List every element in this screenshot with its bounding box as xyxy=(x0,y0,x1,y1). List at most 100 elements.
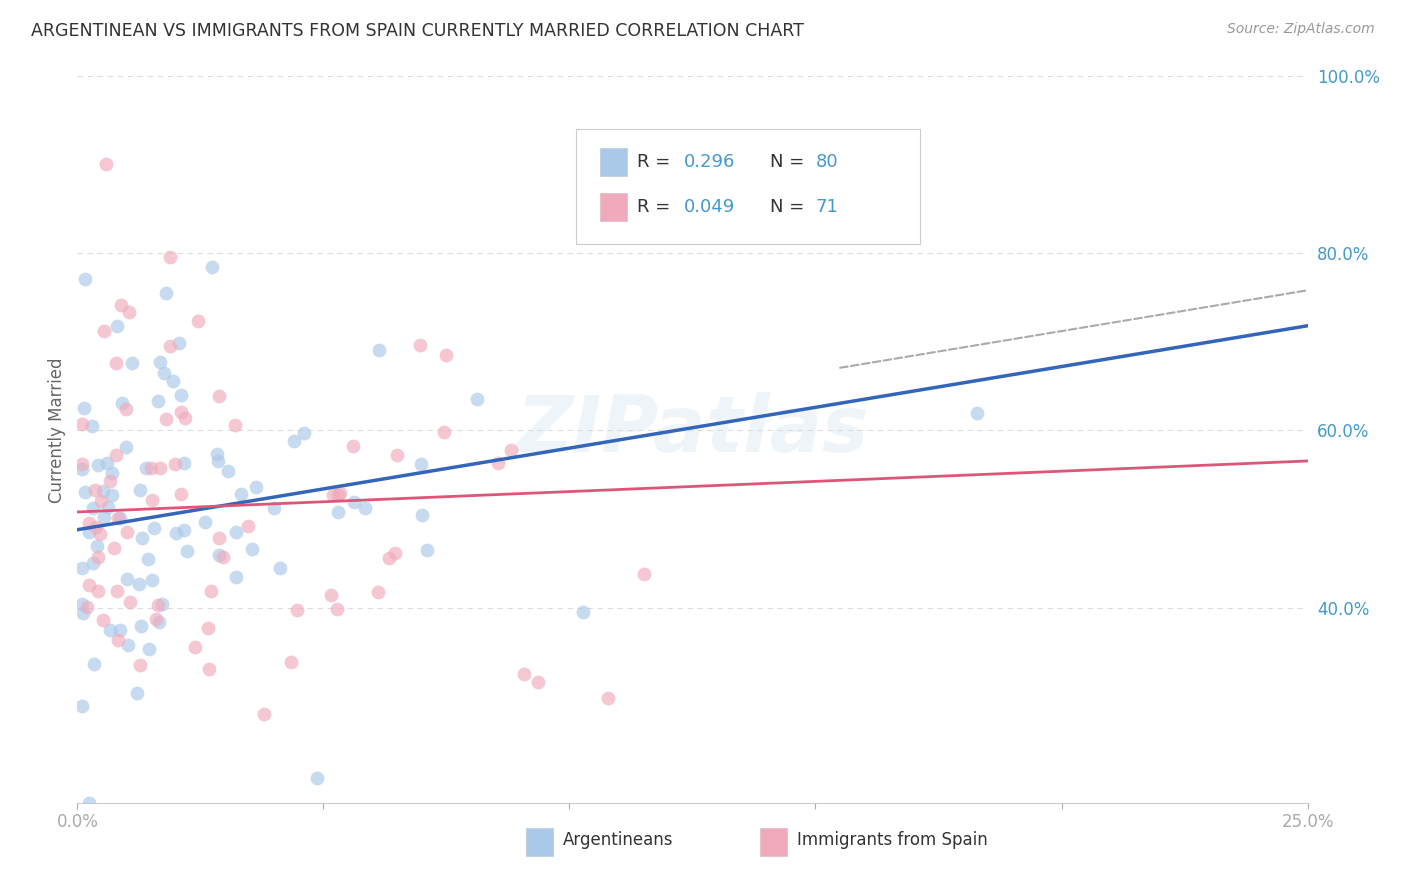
Point xyxy=(326,488,349,502)
Point xyxy=(82,500,104,515)
Point xyxy=(208,548,231,562)
Point xyxy=(131,531,153,545)
Point xyxy=(159,339,181,353)
Point xyxy=(121,356,143,370)
Text: Source: ZipAtlas.com: Source: ZipAtlas.com xyxy=(1227,22,1375,37)
Point xyxy=(283,434,305,449)
Point xyxy=(129,657,152,672)
Point xyxy=(596,690,619,705)
Point xyxy=(367,585,389,599)
Point xyxy=(141,493,163,508)
Point xyxy=(111,396,134,410)
Point xyxy=(353,501,375,516)
Y-axis label: Currently Married: Currently Married xyxy=(48,358,66,503)
Point xyxy=(173,456,195,470)
Point xyxy=(378,551,401,566)
Point xyxy=(138,552,160,566)
Point xyxy=(75,272,97,286)
Text: ZIPatlas: ZIPatlas xyxy=(516,392,869,468)
Point xyxy=(433,425,456,439)
Point xyxy=(326,505,349,519)
Point xyxy=(117,572,139,586)
Point xyxy=(93,613,115,627)
Point xyxy=(198,662,221,676)
Point xyxy=(152,367,174,381)
Point xyxy=(183,640,205,654)
Point xyxy=(84,520,107,534)
Point xyxy=(107,632,129,647)
Point xyxy=(77,516,100,530)
Point xyxy=(211,550,233,565)
Point xyxy=(285,603,308,617)
Point xyxy=(107,511,129,525)
Point xyxy=(110,623,132,637)
Point xyxy=(225,570,247,584)
Point xyxy=(208,531,231,545)
Point xyxy=(98,624,121,638)
Point xyxy=(326,601,349,615)
Point xyxy=(77,524,100,539)
Point xyxy=(217,464,239,478)
Point xyxy=(70,698,93,713)
Point xyxy=(73,485,96,500)
Point xyxy=(148,393,170,408)
Point xyxy=(83,657,105,671)
Point xyxy=(125,686,148,700)
Point xyxy=(165,525,187,540)
Bar xyxy=(600,193,627,221)
Point xyxy=(93,509,115,524)
Point xyxy=(253,707,276,722)
Point xyxy=(115,440,138,454)
Point xyxy=(465,392,488,406)
Point xyxy=(73,401,96,415)
Point xyxy=(197,621,219,635)
Point xyxy=(128,483,150,497)
Point xyxy=(82,556,104,570)
Point xyxy=(513,667,536,681)
Point xyxy=(155,286,177,301)
Text: ARGENTINEAN VS IMMIGRANTS FROM SPAIN CURRENTLY MARRIED CORRELATION CHART: ARGENTINEAN VS IMMIGRANTS FROM SPAIN CUR… xyxy=(31,22,804,40)
Point xyxy=(128,577,150,591)
Point xyxy=(97,500,120,515)
Point xyxy=(142,521,165,535)
Point xyxy=(416,543,439,558)
Point xyxy=(225,525,247,540)
Point xyxy=(633,567,655,582)
Point xyxy=(108,510,131,524)
Point xyxy=(100,466,122,480)
Point xyxy=(89,526,111,541)
Point xyxy=(201,260,224,274)
Point xyxy=(319,588,342,602)
Point xyxy=(96,456,118,470)
Point xyxy=(76,599,98,614)
Point xyxy=(103,541,125,555)
Point xyxy=(173,411,195,425)
Point xyxy=(305,771,328,785)
Point xyxy=(240,541,263,556)
Text: 0.296: 0.296 xyxy=(683,153,735,171)
Point xyxy=(159,250,181,264)
Point xyxy=(141,573,163,587)
Point xyxy=(105,356,128,370)
Point xyxy=(245,480,267,494)
Point xyxy=(280,655,302,669)
Point xyxy=(292,425,315,440)
Point xyxy=(79,578,101,592)
Point xyxy=(408,338,430,352)
Point xyxy=(70,462,93,476)
Point xyxy=(105,583,128,598)
Point xyxy=(77,796,100,810)
Bar xyxy=(600,148,627,177)
Point xyxy=(117,638,139,652)
FancyBboxPatch shape xyxy=(575,128,920,244)
Text: N =: N = xyxy=(770,198,810,216)
Point xyxy=(486,456,509,470)
Text: 71: 71 xyxy=(815,198,838,216)
Point xyxy=(91,483,114,498)
Point xyxy=(231,486,253,500)
Point xyxy=(70,597,93,611)
Point xyxy=(96,157,118,171)
Point xyxy=(167,335,190,350)
Bar xyxy=(526,828,554,856)
Point xyxy=(129,619,152,633)
